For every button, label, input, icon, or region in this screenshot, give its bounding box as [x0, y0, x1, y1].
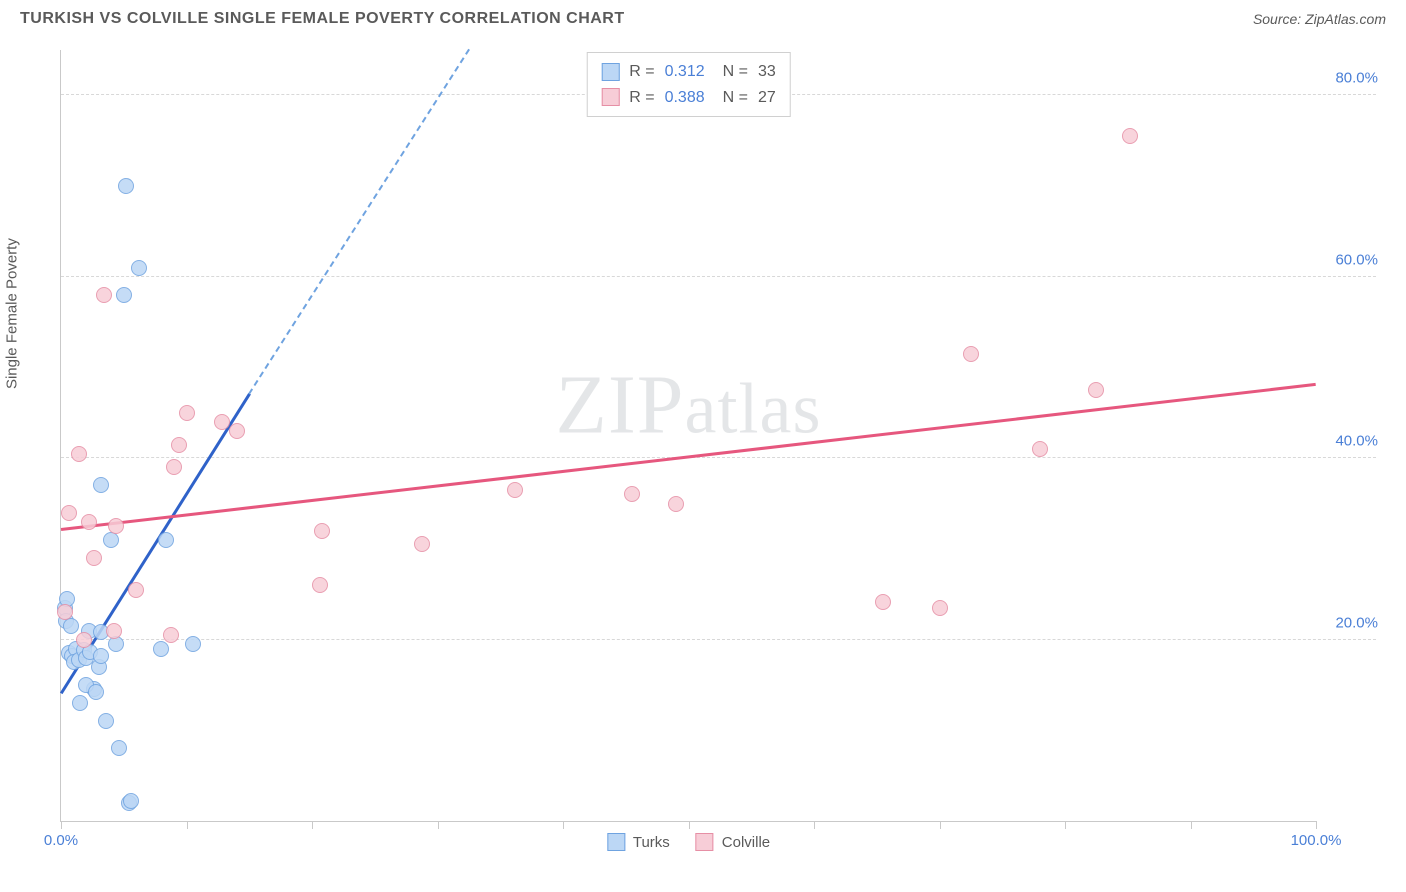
- data-point-turks: [103, 532, 119, 548]
- data-point-colville: [76, 632, 92, 648]
- data-point-colville: [163, 627, 179, 643]
- data-point-colville: [166, 459, 182, 475]
- data-point-colville: [507, 482, 523, 498]
- x-tick: [1065, 821, 1066, 829]
- data-point-colville: [57, 604, 73, 620]
- gridline: [61, 276, 1376, 277]
- data-point-colville: [1032, 441, 1048, 457]
- legend-item-colville: Colville: [696, 833, 770, 851]
- y-axis-label: Single Female Poverty: [4, 238, 21, 389]
- trend-extension-turks: [248, 48, 470, 394]
- data-point-colville: [312, 577, 328, 593]
- data-point-turks: [185, 636, 201, 652]
- x-tick: [940, 821, 941, 829]
- data-point-turks: [93, 477, 109, 493]
- plot-region: ZIPatlas R = 0.312 N = 33 R = 0.388 N = …: [60, 50, 1316, 822]
- chart-title: TURKISH VS COLVILLE SINGLE FEMALE POVERT…: [20, 10, 625, 28]
- x-tick-label: 100.0%: [1291, 832, 1342, 849]
- data-point-turks: [116, 287, 132, 303]
- data-point-colville: [81, 514, 97, 530]
- y-tick-label: 80.0%: [1335, 70, 1378, 87]
- data-point-colville: [214, 414, 230, 430]
- data-point-turks: [111, 740, 127, 756]
- data-point-colville: [128, 582, 144, 598]
- data-point-colville: [624, 486, 640, 502]
- data-point-turks: [158, 532, 174, 548]
- data-point-colville: [106, 623, 122, 639]
- data-point-colville: [314, 523, 330, 539]
- x-tick: [61, 821, 62, 829]
- data-point-colville: [96, 287, 112, 303]
- x-tick: [1191, 821, 1192, 829]
- data-point-turks: [153, 641, 169, 657]
- data-point-colville: [179, 405, 195, 421]
- data-point-turks: [118, 178, 134, 194]
- data-point-colville: [875, 594, 891, 610]
- legend-row-turks: R = 0.312 N = 33: [601, 59, 776, 85]
- data-point-colville: [668, 496, 684, 512]
- data-point-turks: [131, 260, 147, 276]
- x-tick: [689, 821, 690, 829]
- series-legend: Turks Colville: [607, 833, 770, 851]
- swatch-colville: [601, 88, 619, 106]
- x-tick: [814, 821, 815, 829]
- watermark: ZIPatlas: [556, 356, 822, 453]
- x-tick: [563, 821, 564, 829]
- y-tick-label: 40.0%: [1335, 433, 1378, 450]
- data-point-colville: [229, 423, 245, 439]
- x-tick: [312, 821, 313, 829]
- legend-row-colville: R = 0.388 N = 27: [601, 85, 776, 111]
- x-tick: [187, 821, 188, 829]
- y-tick-label: 20.0%: [1335, 614, 1378, 631]
- x-tick-label: 0.0%: [44, 832, 78, 849]
- y-tick-label: 60.0%: [1335, 251, 1378, 268]
- swatch-turks: [601, 63, 619, 81]
- data-point-colville: [171, 437, 187, 453]
- data-point-colville: [71, 446, 87, 462]
- source-label: Source: ZipAtlas.com: [1253, 11, 1386, 27]
- data-point-turks: [98, 713, 114, 729]
- data-point-colville: [414, 536, 430, 552]
- data-point-colville: [61, 505, 77, 521]
- correlation-legend: R = 0.312 N = 33 R = 0.388 N = 27: [586, 52, 791, 117]
- data-point-turks: [108, 636, 124, 652]
- swatch-turks-bottom: [607, 833, 625, 851]
- data-point-turks: [93, 648, 109, 664]
- data-point-colville: [932, 600, 948, 616]
- chart-header: TURKISH VS COLVILLE SINGLE FEMALE POVERT…: [0, 0, 1406, 34]
- data-point-colville: [1122, 128, 1138, 144]
- x-tick: [438, 821, 439, 829]
- data-point-turks: [88, 684, 104, 700]
- data-point-colville: [963, 346, 979, 362]
- data-point-turks: [123, 793, 139, 809]
- legend-item-turks: Turks: [607, 833, 670, 851]
- data-point-colville: [108, 518, 124, 534]
- gridline: [61, 639, 1376, 640]
- data-point-turks: [72, 695, 88, 711]
- chart-area: Single Female Poverty ZIPatlas R = 0.312…: [20, 40, 1386, 872]
- x-tick: [1316, 821, 1317, 829]
- data-point-turks: [63, 618, 79, 634]
- data-point-colville: [86, 550, 102, 566]
- gridline: [61, 457, 1376, 458]
- swatch-colville-bottom: [696, 833, 714, 851]
- data-point-colville: [1088, 382, 1104, 398]
